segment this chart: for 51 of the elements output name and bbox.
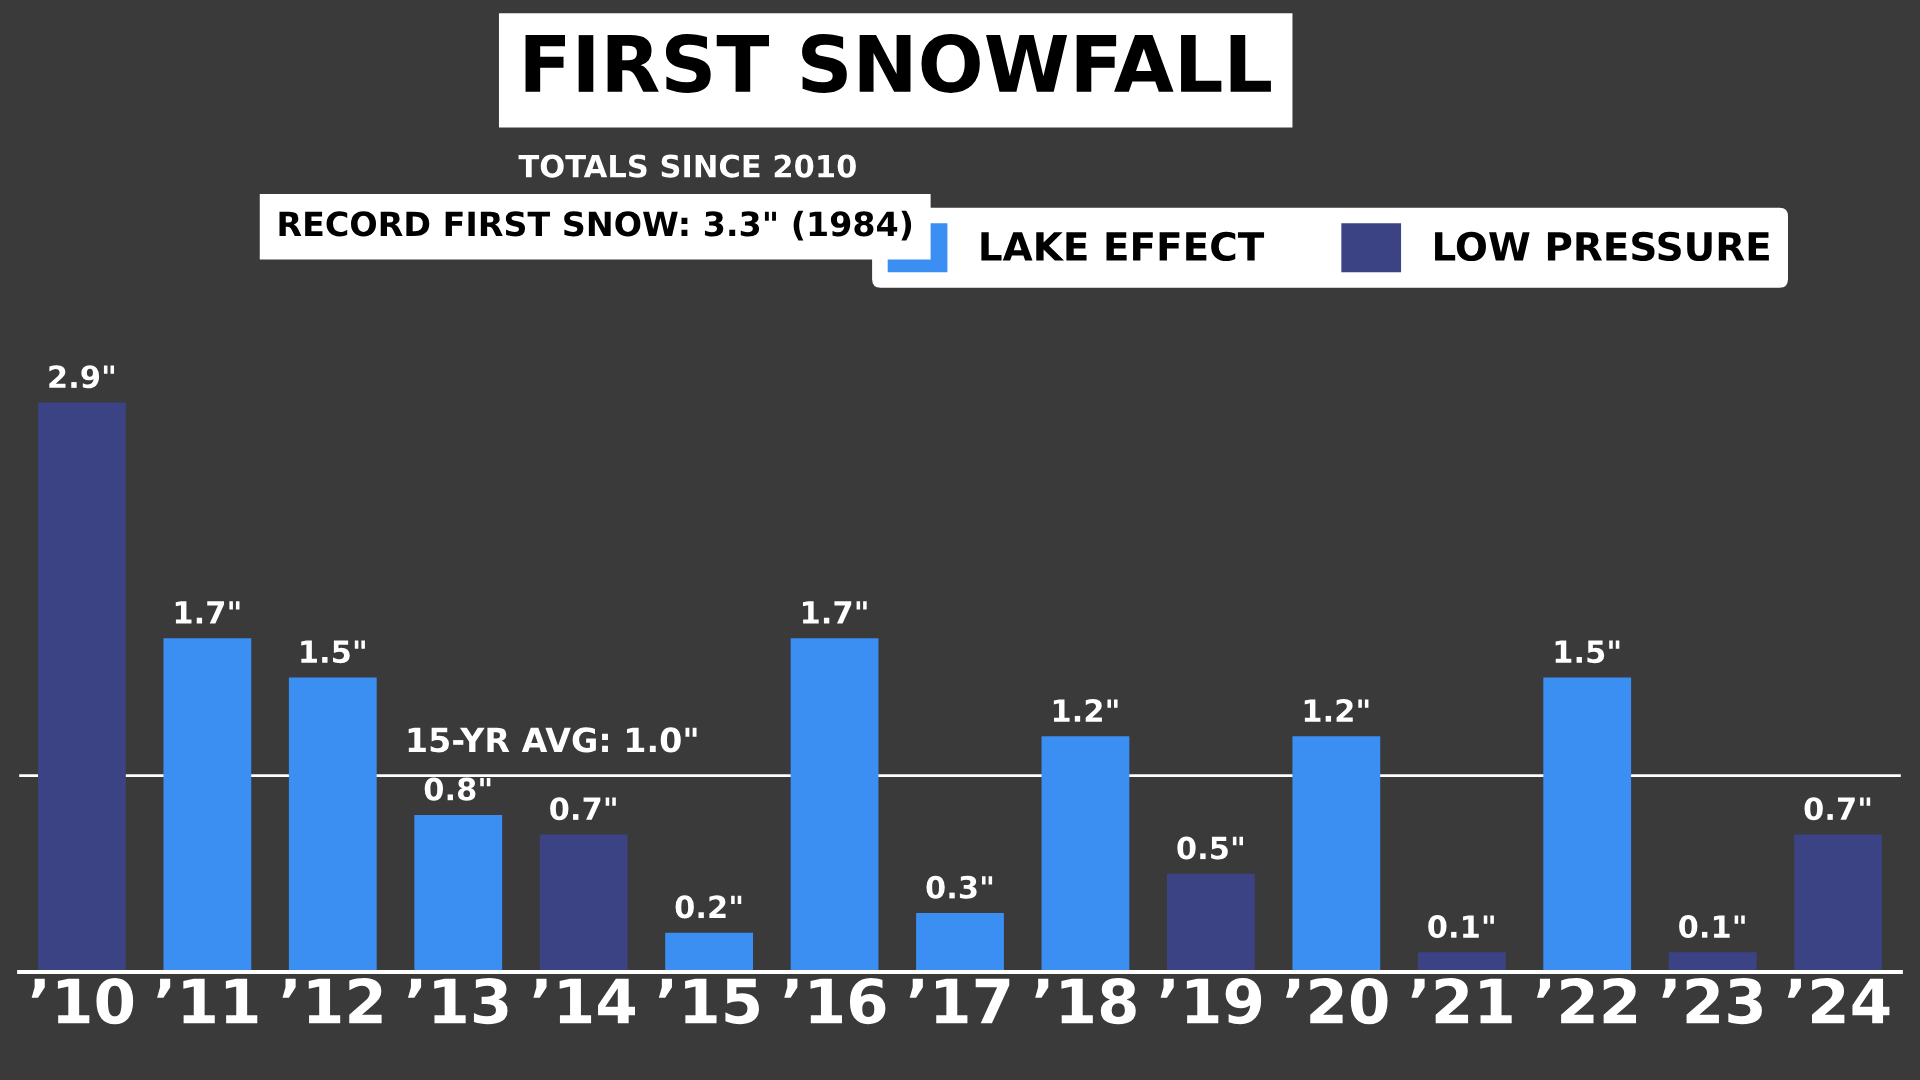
x-tick-label: ’20 <box>1286 977 1388 1025</box>
x-tick-label: ’13 <box>407 977 508 1025</box>
bar <box>539 834 628 972</box>
data-label: 0.7" <box>1804 797 1871 821</box>
bar <box>790 638 879 972</box>
x-tick-label: ’14 <box>533 978 635 1024</box>
text: RECORD FIRST SNOW: 3.3" (1984) <box>279 210 912 241</box>
x-tick-label: ’18 <box>1035 977 1136 1025</box>
x-tick-label: ’10 <box>31 977 134 1025</box>
bar <box>1166 873 1255 972</box>
x-tick-label: ’19 <box>1160 978 1262 1025</box>
data-label: 0.1" <box>1679 915 1745 939</box>
x-tick-label: ’24 <box>1787 977 1890 1024</box>
data-label: 0.3" <box>926 875 993 899</box>
bar <box>1668 952 1757 972</box>
data-label: 1.5" <box>301 640 365 664</box>
data-label: 0.1" <box>1428 915 1494 939</box>
x-tick-label: ’11 <box>157 978 258 1024</box>
ref-line-label: 15-YR AVG: 1.0" <box>408 727 697 753</box>
bar <box>163 638 252 972</box>
bar <box>665 932 754 972</box>
x-tick-label: ’12 <box>282 977 382 1024</box>
data-label: 1.7" <box>175 601 240 624</box>
data-label: 0.8" <box>424 777 491 801</box>
bar <box>1794 834 1882 972</box>
bar <box>288 677 377 972</box>
data-label: 1.2" <box>1304 699 1369 722</box>
data-label: 0.7" <box>550 797 616 821</box>
bar <box>1543 677 1632 972</box>
x-tick-label: ’15 <box>658 978 759 1025</box>
bar <box>414 814 503 972</box>
legend-label: LAKE EFFECT <box>981 231 1265 262</box>
bar <box>1041 736 1130 972</box>
bar <box>916 913 1004 972</box>
data-label: 0.2" <box>675 895 742 919</box>
chart-title: FIRST SNOWFALL <box>525 34 1271 93</box>
data-label: 1.7" <box>802 601 867 624</box>
data-label: 2.9" <box>49 365 115 389</box>
bar <box>1417 952 1506 972</box>
chart-subtitle: TOTALS SINCE 2010 <box>518 154 856 178</box>
data-label: 0.5" <box>1177 836 1243 860</box>
x-tick-label: ’23 <box>1662 977 1762 1025</box>
data-label: 1.2" <box>1053 699 1118 722</box>
bar <box>38 402 126 972</box>
x-tick-label: ’17 <box>909 978 1010 1024</box>
bar <box>1292 736 1381 972</box>
x-tick-label: ’16 <box>784 978 886 1025</box>
data-label: 1.5" <box>1555 640 1620 664</box>
legend-label: LOW PRESSURE <box>1435 231 1769 262</box>
x-tick-label: ’21 <box>1411 977 1512 1024</box>
x-tick-label: ’22 <box>1536 977 1637 1024</box>
